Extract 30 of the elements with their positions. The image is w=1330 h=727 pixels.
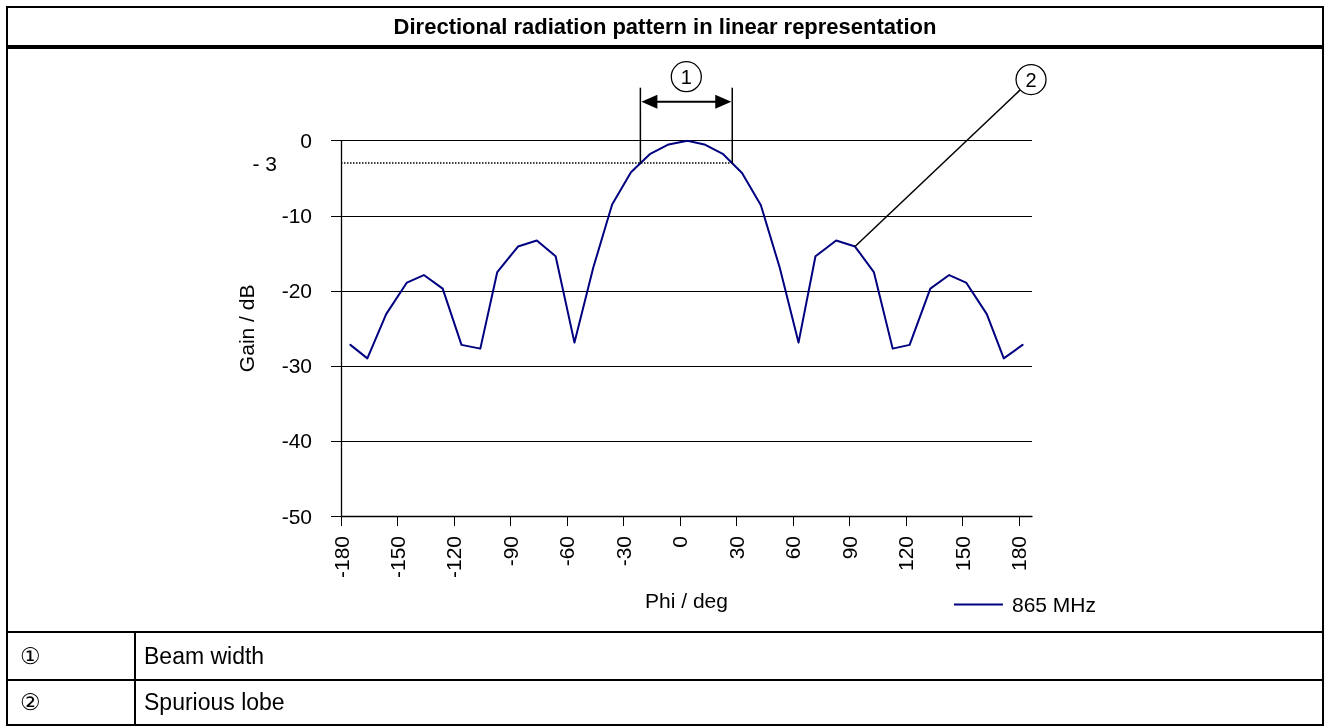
annotation: 2 [1025, 68, 1037, 91]
y-tick-label: -10 [281, 204, 312, 228]
x-tick-label: 120 [894, 536, 918, 572]
legend-label: 865 MHz [1011, 593, 1096, 616]
x-tick-label: 0 [668, 536, 692, 548]
x-tick-label: 30 [724, 536, 748, 560]
y-tick-label: -50 [281, 504, 312, 528]
text: 1 [680, 65, 692, 88]
x-tick-label: -120 [442, 536, 466, 579]
ref-line-label: - 3 [252, 151, 277, 175]
x-axis-title: Phi / deg [645, 589, 728, 612]
x-tick-label: 150 [950, 536, 974, 572]
text: Spurious lobe [144, 689, 285, 716]
text: ② [20, 689, 41, 716]
x-tick-label: -30 [611, 536, 635, 567]
x-tick-label: -150 [385, 536, 409, 579]
chart-title: Directional radiation pattern in linear representation [393, 13, 937, 40]
x-tick-label: -90 [498, 536, 522, 567]
x-tick-label: 180 [1007, 536, 1031, 572]
x-tick-label: 60 [781, 536, 805, 560]
x-tick-label: 90 [837, 536, 861, 560]
x-tick-label: -180 [329, 536, 353, 579]
y-axis-title: Gain / dB [235, 284, 258, 373]
y-tick-label: -40 [281, 429, 312, 453]
text: ① [20, 642, 41, 670]
y-tick-label: 0 [300, 129, 312, 153]
x-tick-label: -60 [555, 536, 579, 567]
text: Beam width [144, 642, 265, 670]
y-tick-label: -20 [281, 279, 312, 303]
y-tick-label: -30 [281, 354, 312, 378]
